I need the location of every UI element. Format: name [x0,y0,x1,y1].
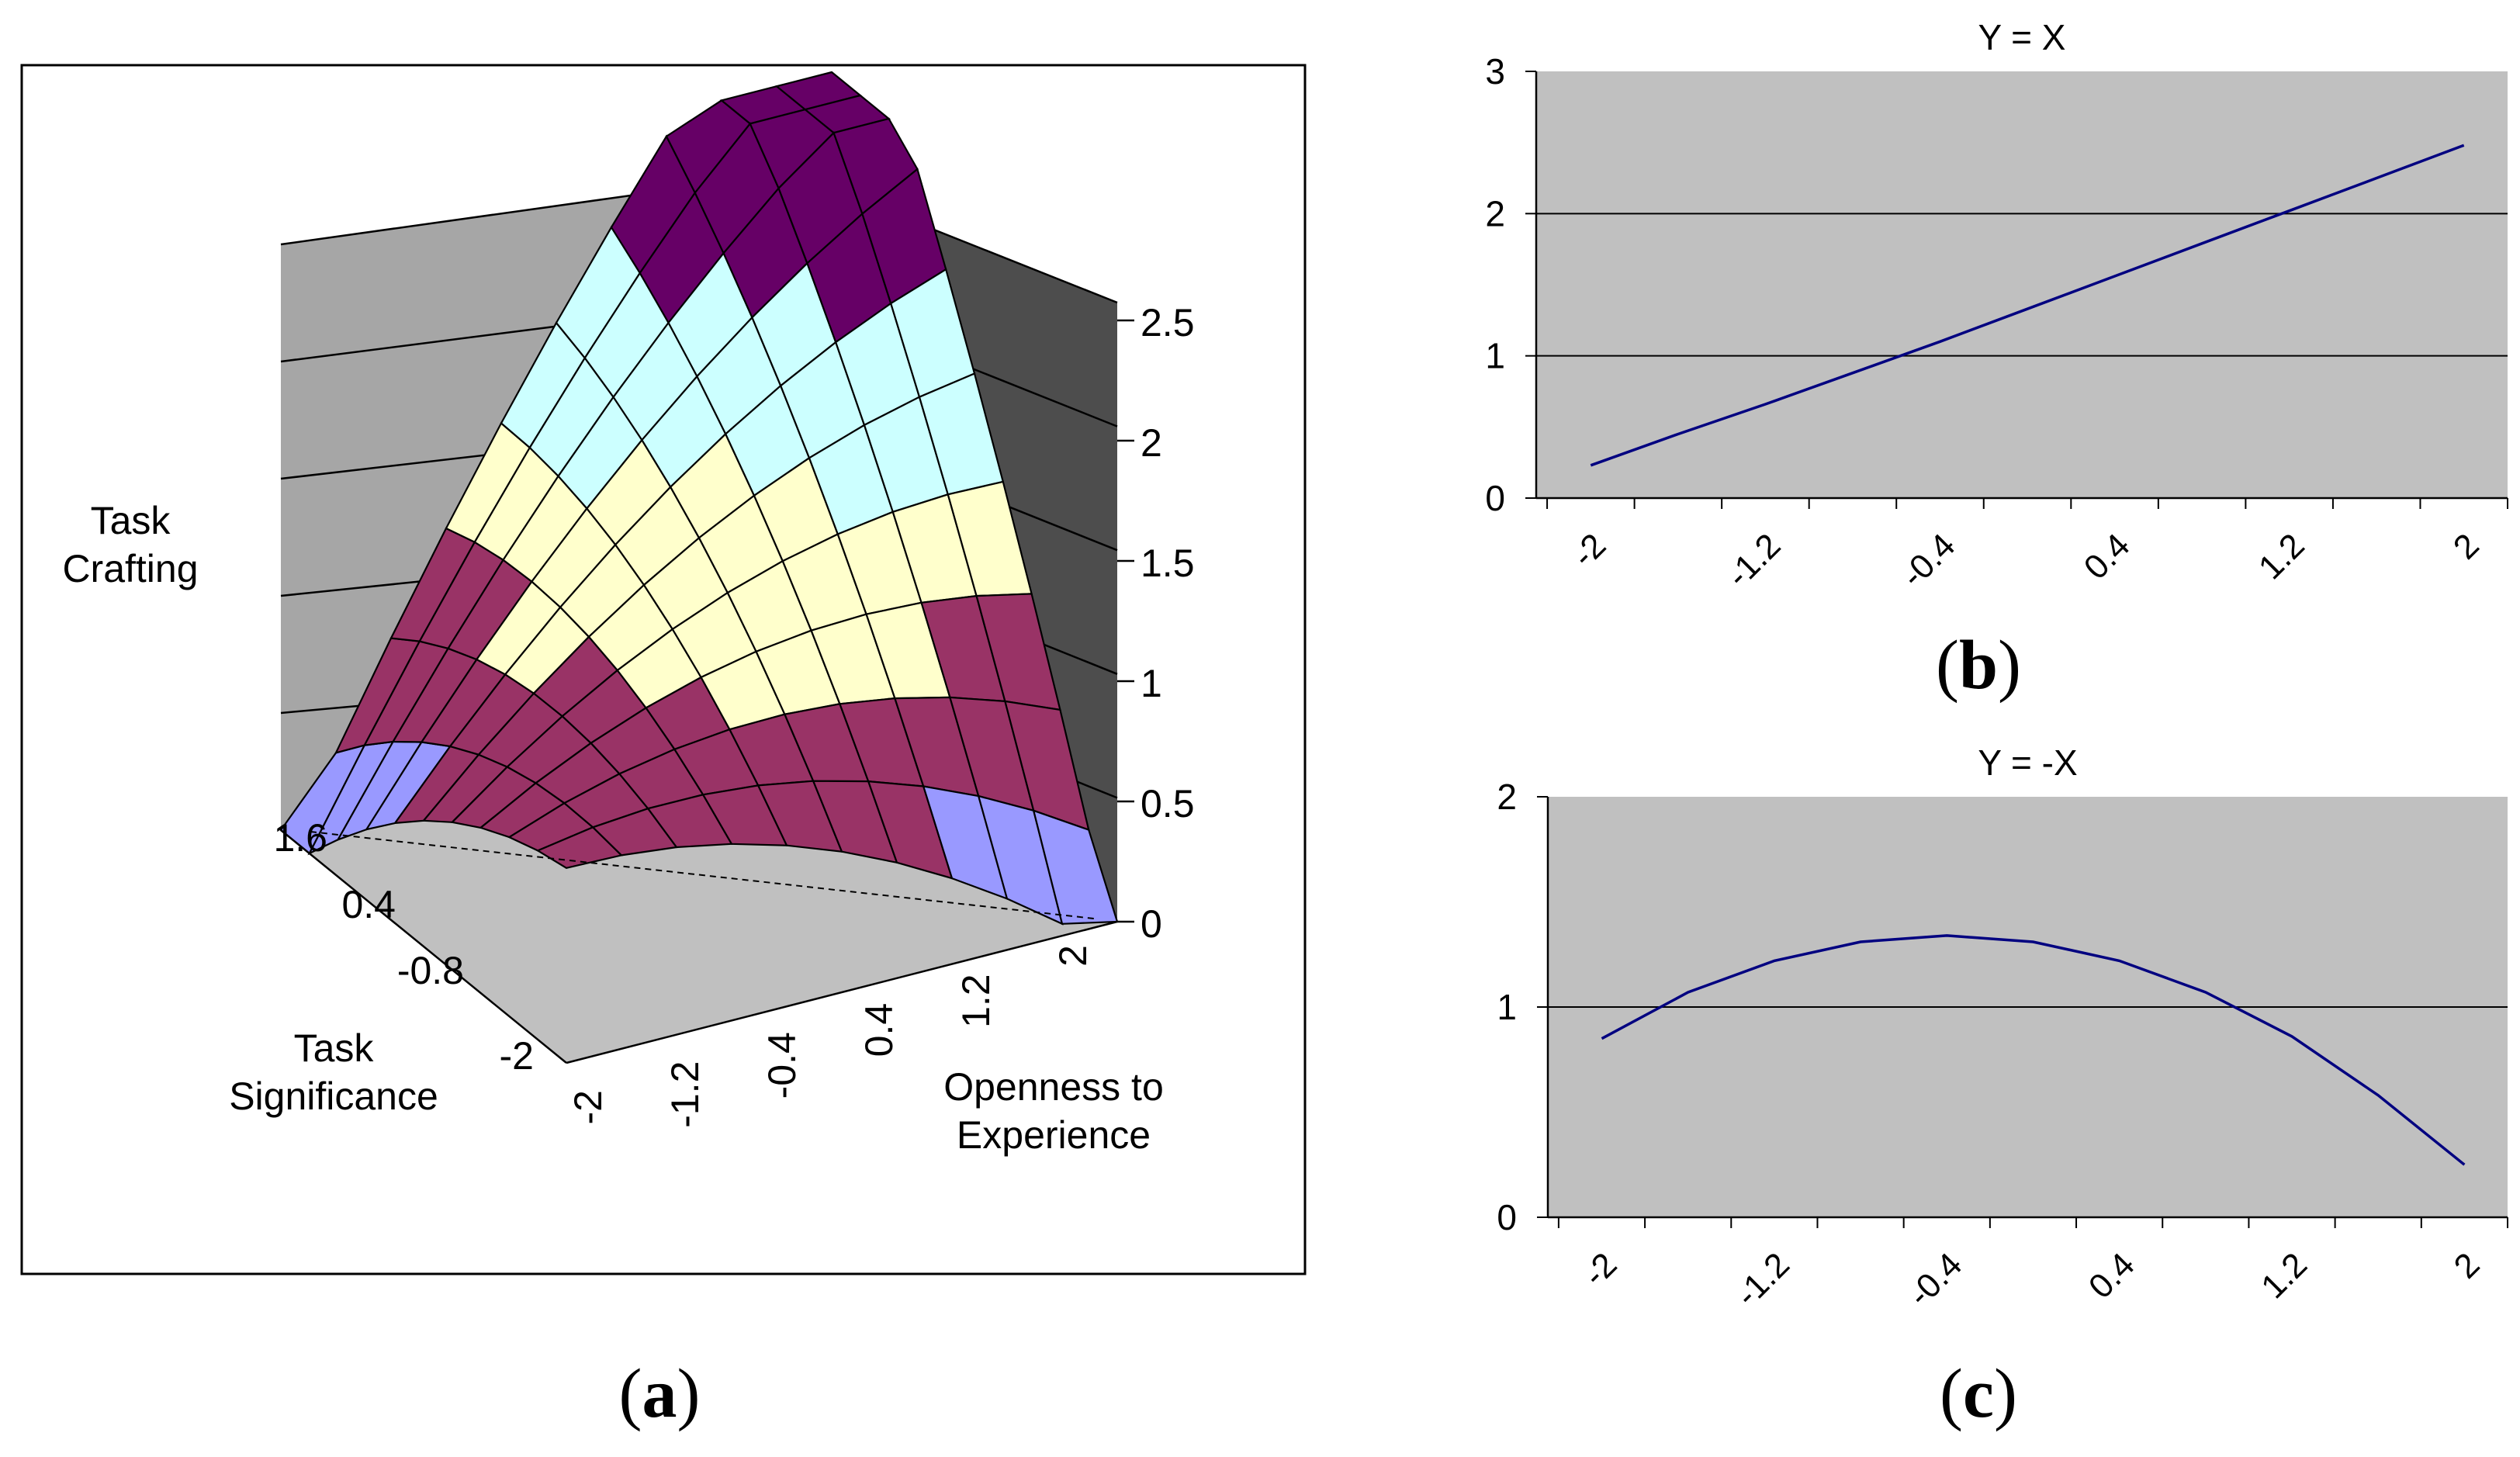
panel-label-b-text: b [1958,627,1999,704]
z-tick-label: 2 [1141,421,1162,465]
x-tick-label: -1.2 [663,1061,707,1128]
z-tick-label: 1 [1141,662,1162,705]
x-tick-label: -2 [566,1090,610,1124]
x-axis-label: Experience [957,1113,1151,1157]
panel-label-a: (a) [618,1355,701,1432]
floor-dashed-line [310,831,1095,919]
y-tick-label: -0.8 [397,949,464,992]
panel-label-c-text: c [1963,1355,1994,1432]
y-tick-label: 0.4 [341,883,396,926]
z-axis-label: Crafting [62,547,198,590]
y-axis-label: Task [294,1026,375,1070]
panel-label-b: (b) [1935,627,2022,704]
y-tick-label: -2 [500,1034,534,1078]
y-axis-label: Significance [229,1075,438,1118]
z-tick-label: 1.5 [1141,542,1195,585]
x-tick-label: 0.4 [857,1003,901,1057]
floor-front-edge [566,920,1118,1064]
floor-left-edge [280,829,567,1064]
z-axis-label: Task [91,499,171,542]
x-tick-label: 1.2 [954,974,998,1028]
y-tick-label: 1.6 [273,816,327,860]
x-tick-label: -0.4 [760,1032,804,1099]
x-axis-label: Openness to [943,1065,1164,1109]
z-tick-label: 2.5 [1141,301,1195,344]
panel-label-c: (c) [1940,1355,2017,1432]
surface-cell [1032,809,1119,925]
z-tick-label: 0 [1141,902,1162,946]
panel-label-a-text: a [642,1355,677,1432]
x-tick-label: 2 [1051,945,1095,967]
z-tick-label: 0.5 [1141,782,1195,825]
